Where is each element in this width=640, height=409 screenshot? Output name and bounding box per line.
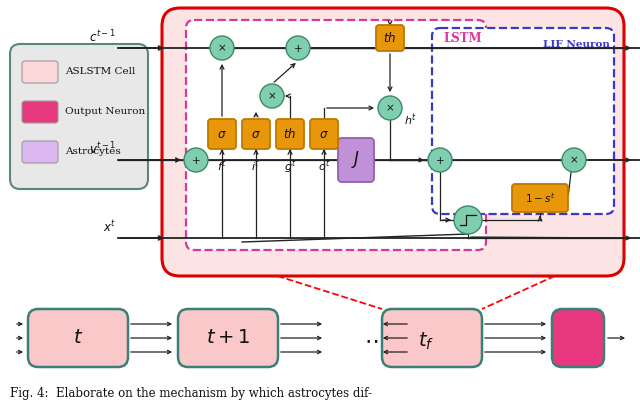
Circle shape bbox=[286, 36, 310, 60]
Text: $J$: $J$ bbox=[351, 150, 360, 171]
Text: $\sigma$: $\sigma$ bbox=[319, 128, 329, 141]
Circle shape bbox=[562, 148, 586, 172]
Text: $+$: $+$ bbox=[435, 155, 445, 166]
FancyBboxPatch shape bbox=[186, 20, 486, 250]
Text: $\times$: $\times$ bbox=[268, 91, 276, 101]
FancyBboxPatch shape bbox=[276, 119, 304, 149]
Text: $+$: $+$ bbox=[191, 155, 201, 166]
Text: LSTM: LSTM bbox=[444, 32, 482, 45]
Text: $x^t$: $x^t$ bbox=[102, 219, 116, 235]
FancyBboxPatch shape bbox=[376, 25, 404, 51]
Text: $h^t$: $h^t$ bbox=[404, 112, 417, 128]
FancyBboxPatch shape bbox=[22, 141, 58, 163]
FancyBboxPatch shape bbox=[10, 44, 148, 189]
Circle shape bbox=[184, 148, 208, 172]
Text: $\times$: $\times$ bbox=[570, 155, 579, 165]
Text: $\cdots$: $\cdots$ bbox=[364, 330, 386, 350]
Text: $i^t$: $i^t$ bbox=[252, 158, 260, 173]
Circle shape bbox=[428, 148, 452, 172]
Text: $\sigma$: $\sigma$ bbox=[217, 128, 227, 141]
Text: $c^{t-1}$: $c^{t-1}$ bbox=[89, 28, 116, 45]
Text: $1-s^t$: $1-s^t$ bbox=[525, 191, 555, 205]
Text: $v^{t-1}$: $v^{t-1}$ bbox=[89, 140, 116, 157]
FancyBboxPatch shape bbox=[208, 119, 236, 149]
FancyBboxPatch shape bbox=[22, 101, 58, 123]
Text: $\times$: $\times$ bbox=[218, 43, 227, 53]
Text: LIF Neuron: LIF Neuron bbox=[543, 40, 610, 49]
Text: $g^t$: $g^t$ bbox=[284, 158, 296, 175]
Circle shape bbox=[210, 36, 234, 60]
Text: ASLSTM Cell: ASLSTM Cell bbox=[65, 67, 136, 76]
FancyBboxPatch shape bbox=[28, 309, 128, 367]
Text: Astrocytes: Astrocytes bbox=[65, 148, 121, 157]
FancyBboxPatch shape bbox=[310, 119, 338, 149]
Circle shape bbox=[454, 206, 482, 234]
Circle shape bbox=[260, 84, 284, 108]
FancyBboxPatch shape bbox=[242, 119, 270, 149]
Text: $t$: $t$ bbox=[73, 329, 83, 347]
FancyBboxPatch shape bbox=[178, 309, 278, 367]
Text: Fig. 4:  Elaborate on the mechanism by which astrocytes dif-: Fig. 4: Elaborate on the mechanism by wh… bbox=[10, 387, 372, 400]
Text: $o^t$: $o^t$ bbox=[317, 158, 330, 173]
Text: $t_f$: $t_f$ bbox=[418, 330, 434, 352]
Text: $\sigma$: $\sigma$ bbox=[251, 128, 261, 141]
FancyBboxPatch shape bbox=[162, 8, 624, 276]
FancyBboxPatch shape bbox=[552, 309, 604, 367]
FancyBboxPatch shape bbox=[512, 184, 568, 212]
Text: $t+1$: $t+1$ bbox=[206, 329, 250, 347]
FancyBboxPatch shape bbox=[382, 309, 482, 367]
Circle shape bbox=[378, 96, 402, 120]
Text: Output Neuron: Output Neuron bbox=[65, 108, 145, 117]
FancyBboxPatch shape bbox=[22, 61, 58, 83]
Text: $\times$: $\times$ bbox=[385, 103, 395, 113]
Text: $th$: $th$ bbox=[284, 127, 296, 141]
Text: $f^t$: $f^t$ bbox=[217, 158, 227, 173]
FancyBboxPatch shape bbox=[338, 138, 374, 182]
Text: $+$: $+$ bbox=[293, 43, 303, 54]
FancyBboxPatch shape bbox=[432, 28, 614, 214]
Text: $th$: $th$ bbox=[383, 31, 397, 45]
